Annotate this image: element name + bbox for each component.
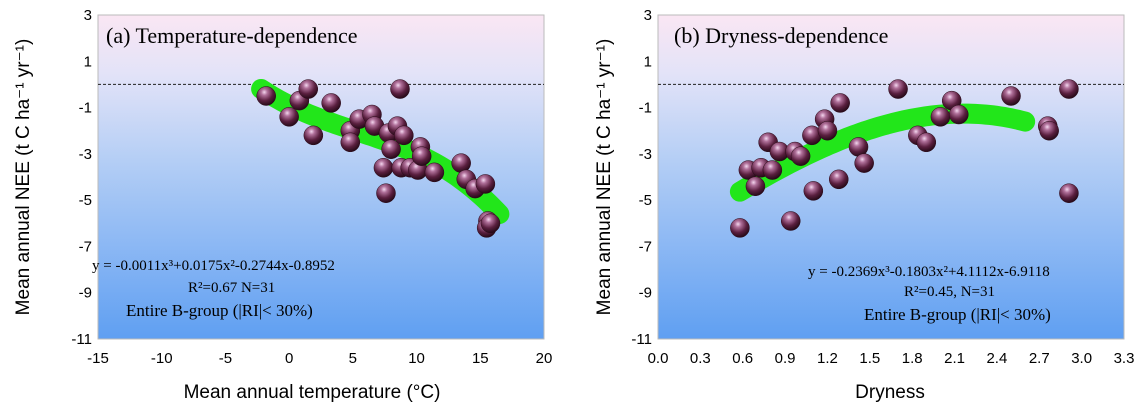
y-tick-label: 3	[84, 7, 92, 24]
y-tick-label: 1	[644, 53, 652, 70]
y-tick-label: -3	[79, 146, 92, 163]
plot-area-a	[97, 14, 545, 340]
x-tick-label: 0	[285, 350, 293, 367]
scatter-point	[298, 79, 319, 99]
scatter-point	[949, 104, 969, 125]
x-tick-label: 1.5	[859, 350, 880, 367]
panel-title-a: (a) Temperature-dependence	[106, 23, 358, 48]
y-axis-title-a: Mean annual NEE (t C ha⁻¹ yr⁻¹)	[13, 39, 34, 316]
group-note-b: Entire B-group (|RI|< 30%)	[864, 305, 1051, 324]
scatter-point	[303, 125, 324, 146]
scatter-point	[730, 218, 750, 238]
y-tick-label: -11	[631, 331, 652, 348]
scatter-point	[829, 169, 849, 190]
panel-title-b: (b) Dryness-dependence	[674, 23, 888, 48]
y-tick-label: -7	[639, 238, 652, 255]
scatter-point	[817, 120, 838, 141]
scatter-point	[424, 162, 445, 183]
x-tick-label: -5	[219, 350, 232, 367]
x-axis-title-b: Dryness	[855, 382, 925, 403]
x-tick-label: 20	[536, 350, 553, 367]
scatter-point	[321, 93, 341, 113]
y-tick-label: 1	[84, 53, 92, 70]
y-tick-labels-b: 3 1 -1 -3 -5 -7 -9 -11	[631, 7, 652, 348]
fit-curve-line	[729, 103, 1036, 202]
scatter-point	[381, 139, 401, 159]
scatter-point	[780, 211, 801, 231]
panel-a: 3 1 -1 -3 -5 -7 -9 -11 -15 -10 -5 0 5 10 15 20 (a) Tem…	[13, 7, 552, 403]
scatter-point	[373, 157, 394, 178]
y-tick-label: -3	[639, 146, 652, 163]
group-note-a: Entire B-group (|RI|< 30%)	[126, 301, 313, 320]
x-tick-labels-b: 0.0 0.3 0.6 0.9 1.2 1.5 1.8 2.1 2.4 2.7 3.0 3.3	[648, 350, 1135, 367]
scatter-point	[340, 132, 361, 153]
y-tick-label: -7	[79, 238, 92, 255]
scatter-point	[1001, 86, 1021, 106]
x-tick-label: 0.6	[732, 350, 753, 367]
scatter-point	[256, 86, 276, 106]
x-tick-label: 10	[408, 350, 425, 367]
scatter-point	[854, 153, 874, 173]
scatter-point	[480, 213, 501, 234]
scatter-points-a	[256, 79, 501, 238]
y-tick-label: -9	[79, 285, 92, 302]
y-tick-label: -1	[639, 100, 652, 117]
y-tick-label: -11	[71, 331, 92, 348]
y-axis-title-b: Mean annual NEE (t C ha⁻¹ yr⁻¹)	[594, 39, 615, 316]
plot-area-b	[657, 14, 1125, 340]
scatter-point	[830, 93, 850, 113]
y-tick-label: -9	[639, 285, 652, 302]
x-tick-label: 0.0	[648, 350, 669, 367]
fit-curve-b	[729, 103, 1036, 202]
x-tick-label: 0.9	[775, 350, 796, 367]
x-tick-label: 0.3	[690, 350, 711, 367]
y-tick-label: 3	[644, 7, 652, 24]
x-tick-labels-a: -15 -10 -5 0 5 10 15 20	[87, 350, 552, 367]
x-tick-label: 2.4	[986, 350, 1007, 367]
fit-stats-b: R²=0.45, N=31	[904, 284, 995, 300]
scatter-point	[790, 146, 811, 166]
scatter-point	[745, 176, 766, 197]
fit-equation-a: y = -0.0011x³+0.0175x²-0.2744x-0.8952	[92, 258, 335, 274]
scatter-point	[916, 132, 937, 153]
scatter-point	[394, 125, 414, 146]
scatter-point	[888, 79, 908, 99]
panel-b: 3 1 -1 -3 -5 -7 -9 -11 0.0 0.3 0.6 0.9 1.2 1.5 1.8 2.1…	[594, 7, 1134, 403]
scatter-point	[376, 183, 396, 203]
scatter-point	[1039, 120, 1059, 141]
scatter-point	[1059, 183, 1079, 203]
x-tick-label: 15	[472, 350, 489, 367]
x-tick-label: 2.1	[944, 350, 965, 367]
scatter-point	[803, 181, 824, 201]
x-tick-label: 1.2	[817, 350, 838, 367]
x-tick-label: 3.0	[1071, 350, 1092, 367]
x-tick-label: 3.3	[1114, 350, 1135, 367]
scatter-point	[1059, 79, 1079, 99]
x-tick-label: 2.7	[1029, 350, 1050, 367]
scatter-point	[762, 160, 783, 180]
y-tick-label: -5	[79, 192, 92, 209]
fit-equation-b: y = -0.2369x³-0.1803x²+4.1112x-6.9118	[808, 264, 1050, 280]
y-tick-labels-a: 3 1 -1 -3 -5 -7 -9 -11	[71, 7, 92, 348]
scatter-points-b	[730, 79, 1079, 238]
scatter-point	[390, 79, 410, 99]
x-tick-label: -15	[87, 350, 109, 367]
x-tick-label: 1.8	[902, 350, 923, 367]
x-tick-label: 5	[349, 350, 357, 367]
y-tick-label: -5	[639, 192, 652, 209]
fit-stats-a: R²=0.67 N=31	[188, 280, 275, 296]
scatter-point	[475, 174, 496, 194]
x-tick-label: -10	[151, 350, 173, 367]
scatter-point	[279, 107, 299, 127]
scatter-point	[411, 146, 432, 166]
y-tick-label: -1	[79, 100, 92, 117]
scatter-point	[930, 107, 951, 127]
x-axis-title-a: Mean annual temperature (°C)	[184, 382, 441, 403]
